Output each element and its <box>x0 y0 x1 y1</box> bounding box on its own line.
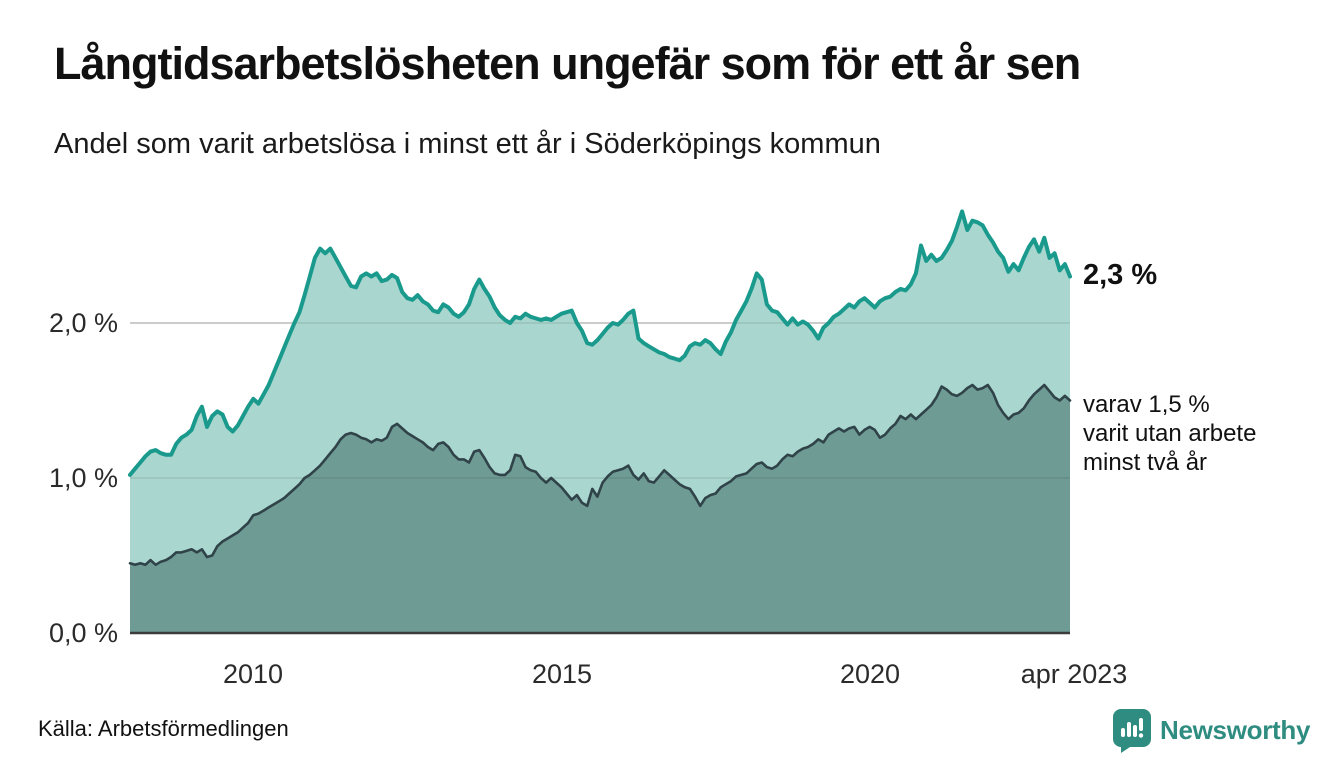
page-title: Långtidsarbetslösheten ungefär som för e… <box>54 38 1081 89</box>
x-tick-label-apr-2023: apr 2023 <box>1020 659 1128 689</box>
newsworthy-bubble-chart-icon <box>1112 708 1152 753</box>
annotation-line-1: varav 1,5 % <box>1083 390 1210 418</box>
chart-subtitle: Andel som varit arbetslösa i minst ett å… <box>54 128 881 160</box>
y-tick-label-0: 0,0 % <box>48 618 118 648</box>
newsworthy-wordmark: Newsworthy <box>1160 715 1311 745</box>
area-fill-min-two-years <box>130 385 1070 633</box>
source-attribution: Källa: Arbetsförmedlingen <box>38 716 289 741</box>
y-tick-label-2: 2,0 % <box>48 308 118 338</box>
annotation-line-2: varit utan arbete <box>1083 419 1257 447</box>
x-tick-label-2010: 2010 <box>222 659 284 689</box>
line-min-one-year <box>128 209 1072 477</box>
annotation-line-3: minst två år <box>1083 448 1208 476</box>
series-end-value-label: 2,3 % <box>1083 258 1158 291</box>
gridlines-overlay <box>130 322 1070 479</box>
x-tick-label-2020: 2020 <box>839 659 901 689</box>
y-tick-label-1: 1,0 % <box>48 463 118 493</box>
line-min-two-years <box>128 383 1072 567</box>
series-two-year-annotation: varav 1,5 % varit utan arbete minst två … <box>1083 390 1256 477</box>
x-tick-label-2015: 2015 <box>531 659 593 689</box>
newsworthy-logo[interactable]: Newsworthy <box>1112 708 1310 753</box>
